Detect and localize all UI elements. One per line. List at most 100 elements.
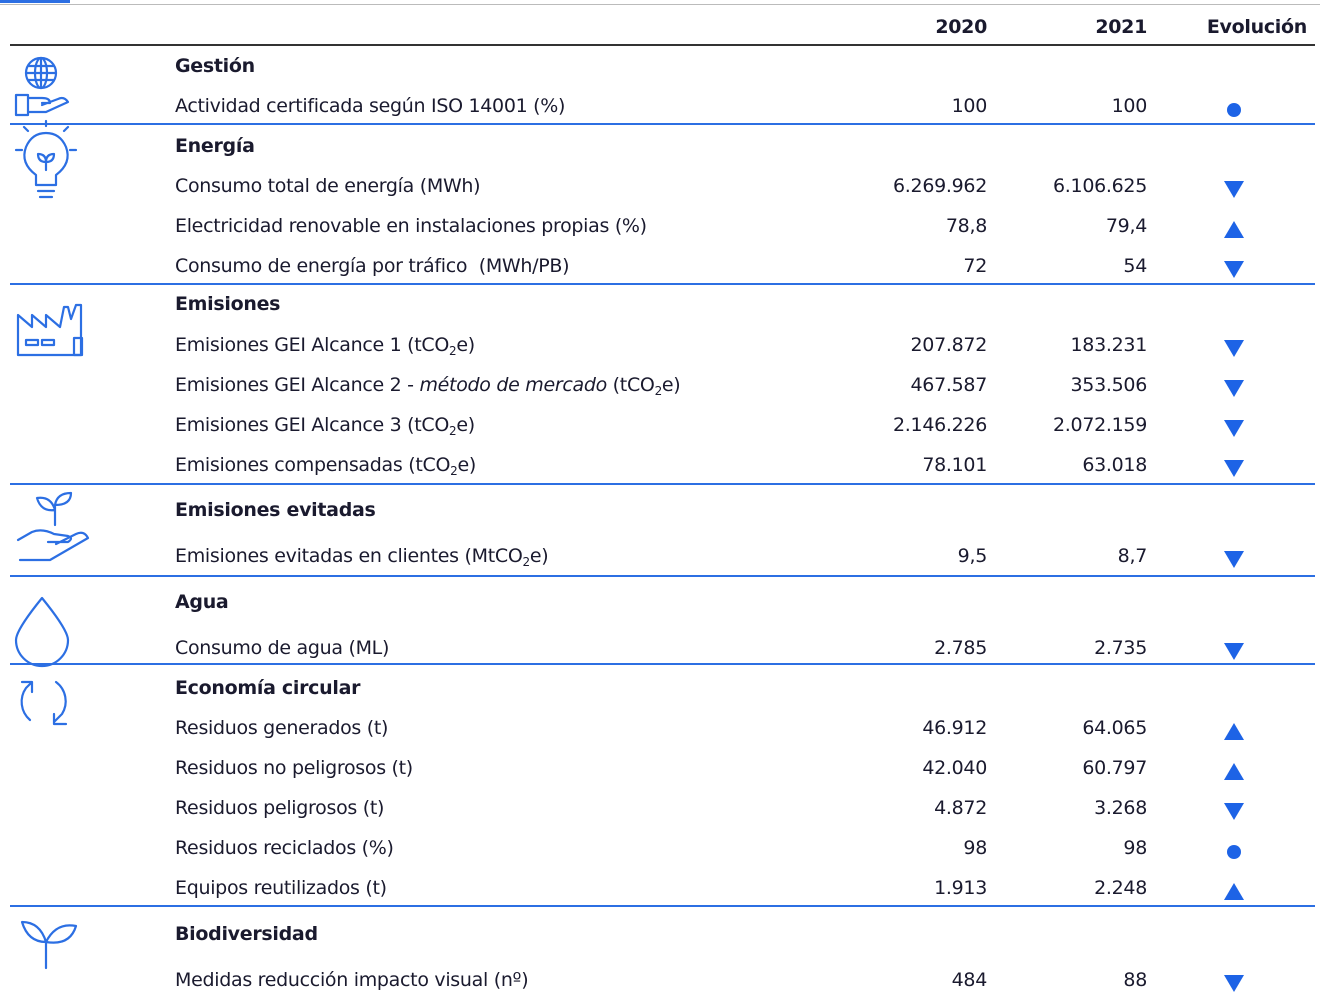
icon-bulb [14, 119, 78, 199]
section-divider [10, 483, 1315, 485]
row-label: Residuos peligrosos (t) [175, 794, 384, 822]
value-2021: 79,4 [1105, 215, 1147, 237]
section-divider [10, 283, 1315, 285]
row-label: Emisiones GEI Alcance 1 (tCO2e) [175, 331, 475, 359]
value-2020: 4.872 [934, 797, 987, 819]
section-divider [10, 123, 1315, 125]
label-text: Emisiones GEI Alcance 2 - [175, 374, 420, 396]
value-2020: 9,5 [957, 545, 988, 567]
row-label: Residuos reciclados (%) [175, 834, 394, 862]
value-2020: 1.913 [934, 877, 987, 899]
label-text: Electricidad renovable en instalaciones … [175, 215, 647, 237]
label-text: e) [456, 334, 475, 356]
header-2021: 2021 [1095, 16, 1147, 38]
label-text: e) [529, 545, 549, 567]
section-title: Gestión [175, 55, 255, 77]
row-label: Equipos reutilizados (t) [175, 874, 387, 902]
value-2020: 100 [951, 95, 988, 117]
row-label: Consumo de energía por tráfico (MWh/PB) [175, 252, 570, 280]
label-text: Residuos peligrosos (t) [175, 797, 385, 819]
trend-equal [1227, 103, 1241, 117]
row-label: Electricidad renovable en instalaciones … [175, 212, 647, 240]
trend-shape [1224, 883, 1244, 900]
section-divider [10, 905, 1315, 907]
label-subscript: 2 [449, 424, 457, 438]
trend-shape [1224, 261, 1244, 278]
icon-circular [20, 680, 68, 726]
value-2020: 78,8 [945, 215, 987, 237]
section-title: Biodiversidad [175, 923, 318, 945]
trend-down [1224, 340, 1244, 357]
value-2021: 3.268 [1094, 797, 1147, 819]
trend-shape [1224, 975, 1244, 992]
section-title: Economía circular [175, 677, 361, 699]
trend-shape [1224, 551, 1244, 568]
trend-down [1224, 420, 1244, 437]
header-2020: 2020 [935, 16, 987, 38]
label-text: e) [457, 454, 476, 476]
label-text: Consumo de agua (ML) [175, 637, 390, 659]
label-subscript: 2 [450, 464, 458, 478]
trend-shape [1224, 643, 1244, 660]
trend-shape [1224, 380, 1244, 397]
value-2020: 6.269.962 [893, 175, 987, 197]
label-text: Actividad certificada según ISO 14001 (%… [175, 95, 566, 117]
value-2020: 98 [963, 837, 987, 859]
label-text: Emisiones GEI Alcance 1 (tCO [175, 334, 450, 356]
label-subscript: 2 [522, 555, 530, 569]
label-text: Residuos no peligrosos (t) [175, 757, 413, 779]
label-text: Medidas reducción impacto visual (nº) [175, 969, 529, 991]
trend-shape [1227, 103, 1241, 117]
label-text: e) [456, 414, 475, 436]
trend-shape [1224, 460, 1244, 477]
value-2020: 484 [951, 969, 988, 991]
trend-shape [1227, 845, 1241, 859]
label-subscript: 2 [654, 384, 663, 398]
label-text: Consumo de energía por tráfico (MWh/PB) [175, 255, 570, 277]
label-text: Equipos reutilizados (t) [175, 877, 387, 899]
top-fragment [0, 0, 70, 3]
trend-shape [1224, 181, 1244, 198]
label-text: Residuos reciclados (%) [175, 837, 394, 859]
trend-down [1224, 551, 1244, 568]
value-2021: 183.231 [1070, 334, 1148, 356]
trend-up [1224, 221, 1244, 238]
label-text: Residuos generados (t) [175, 717, 389, 739]
icon-drop [14, 596, 70, 668]
value-2021: 100 [1111, 95, 1148, 117]
row-label: Medidas reducción impacto visual (nº) [175, 966, 529, 994]
trend-down [1224, 380, 1244, 397]
trend-shape [1224, 221, 1244, 238]
label-text: Emisiones compensadas (tCO [175, 454, 451, 476]
value-2021: 353.506 [1070, 374, 1148, 396]
section-divider [10, 575, 1315, 577]
trend-down [1224, 643, 1244, 660]
value-2020: 78.101 [922, 454, 987, 476]
row-label: Emisiones GEI Alcance 3 (tCO2e) [175, 411, 475, 439]
row-label: Actividad certificada según ISO 14001 (%… [175, 92, 565, 120]
row-label: Emisiones evitadas en clientes (MtCO2e) [175, 542, 549, 570]
trend-shape [1224, 723, 1244, 740]
value-2021: 2.735 [1094, 637, 1147, 659]
trend-equal [1227, 845, 1241, 859]
section-title: Emisiones [175, 293, 281, 315]
value-2020: 42.040 [922, 757, 987, 779]
row-label: Residuos generados (t) [175, 714, 388, 742]
trend-down [1224, 975, 1244, 992]
value-2020: 467.587 [910, 374, 988, 396]
trend-shape [1224, 420, 1244, 437]
section-title: Energía [175, 135, 255, 157]
row-label: Consumo de agua (ML) [175, 634, 389, 662]
value-2020: 72 [963, 255, 987, 277]
value-2020: 207.872 [910, 334, 988, 356]
trend-down [1224, 803, 1244, 820]
icon-globe [14, 56, 70, 117]
trend-up [1224, 723, 1244, 740]
row-label: Emisiones GEI Alcance 2 - método de merc… [175, 371, 681, 399]
icon-factory [16, 303, 84, 357]
trend-down [1224, 460, 1244, 477]
trend-down [1224, 181, 1244, 198]
label-subscript: 2 [449, 344, 457, 358]
row-label: Emisiones compensadas (tCO2e) [175, 451, 476, 479]
